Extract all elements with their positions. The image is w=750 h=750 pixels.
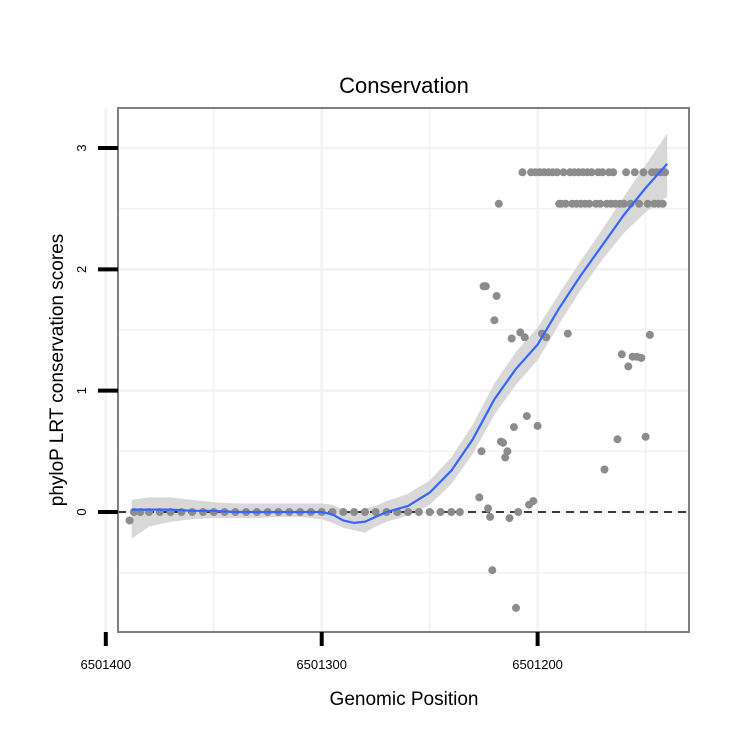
data-point xyxy=(414,508,423,516)
data-point xyxy=(624,362,633,371)
chart-title: Conservation xyxy=(339,73,469,98)
y-tick-label: 2 xyxy=(74,266,89,273)
data-point xyxy=(125,516,134,525)
panel-border xyxy=(117,107,690,633)
y-axis: 0 1 2 3 xyxy=(74,144,118,516)
data-point xyxy=(641,432,650,441)
data-point xyxy=(475,493,484,502)
data-point xyxy=(533,421,542,430)
data-point xyxy=(455,508,464,516)
data-point xyxy=(481,282,490,291)
data-point xyxy=(585,199,594,208)
data-point xyxy=(529,497,538,506)
data-point xyxy=(404,508,413,516)
data-point xyxy=(658,199,667,208)
data-point xyxy=(188,508,197,516)
data-point xyxy=(447,508,456,516)
data-point xyxy=(559,168,568,177)
data-point xyxy=(490,316,499,325)
data-point xyxy=(518,168,527,177)
data-point xyxy=(488,566,497,575)
x-tick-label: 6501400 xyxy=(80,657,131,672)
data-point xyxy=(522,412,531,421)
data-point xyxy=(484,504,492,513)
data-point xyxy=(635,199,644,208)
data-point xyxy=(501,453,510,462)
data-point xyxy=(350,508,359,516)
grid-lines xyxy=(104,108,689,632)
data-point xyxy=(371,508,380,516)
data-point xyxy=(596,199,605,208)
data-point xyxy=(553,168,561,177)
x-axis-title: Genomic Position xyxy=(330,689,479,710)
data-point xyxy=(639,168,648,177)
data-point xyxy=(514,508,523,516)
data-point xyxy=(486,512,495,521)
data-point xyxy=(503,447,512,456)
data-point xyxy=(507,334,516,343)
data-point xyxy=(494,199,503,208)
data-point xyxy=(492,292,501,300)
data-point xyxy=(563,329,572,338)
data-point xyxy=(499,438,508,447)
data-point xyxy=(600,465,609,474)
data-point xyxy=(630,168,639,177)
data-point xyxy=(620,199,628,208)
x-axis: 6501400 6501300 6501200 xyxy=(80,632,563,672)
x-tick-label: 6501200 xyxy=(512,657,563,672)
data-point xyxy=(360,508,369,516)
data-point xyxy=(643,199,652,208)
data-point xyxy=(199,508,207,516)
data-point xyxy=(622,168,631,177)
data-point xyxy=(520,333,529,342)
confidence-ribbon xyxy=(131,133,668,539)
loess-fit-line xyxy=(131,163,669,524)
y-tick-label: 1 xyxy=(74,387,89,394)
data-point xyxy=(477,447,486,456)
data-point xyxy=(637,353,646,362)
data-point xyxy=(512,603,520,612)
smooth-curve xyxy=(131,163,669,524)
y-axis-title: phyloP LRT conservation scores xyxy=(47,234,68,507)
data-point xyxy=(613,435,622,444)
y-tick-label: 0 xyxy=(74,508,89,515)
data-point xyxy=(661,168,669,177)
data-point xyxy=(587,168,596,177)
data-point xyxy=(436,508,445,516)
data-point xyxy=(645,330,654,339)
x-tick-label: 6501300 xyxy=(296,657,347,672)
y-tick-label: 3 xyxy=(74,144,89,151)
data-point xyxy=(609,168,618,177)
data-point xyxy=(505,514,514,523)
data-point xyxy=(598,168,607,177)
data-point xyxy=(617,350,626,359)
data-point xyxy=(425,508,434,516)
confidence-band xyxy=(131,133,668,539)
data-point xyxy=(561,199,570,208)
data-point xyxy=(339,508,348,516)
data-point xyxy=(509,423,518,432)
